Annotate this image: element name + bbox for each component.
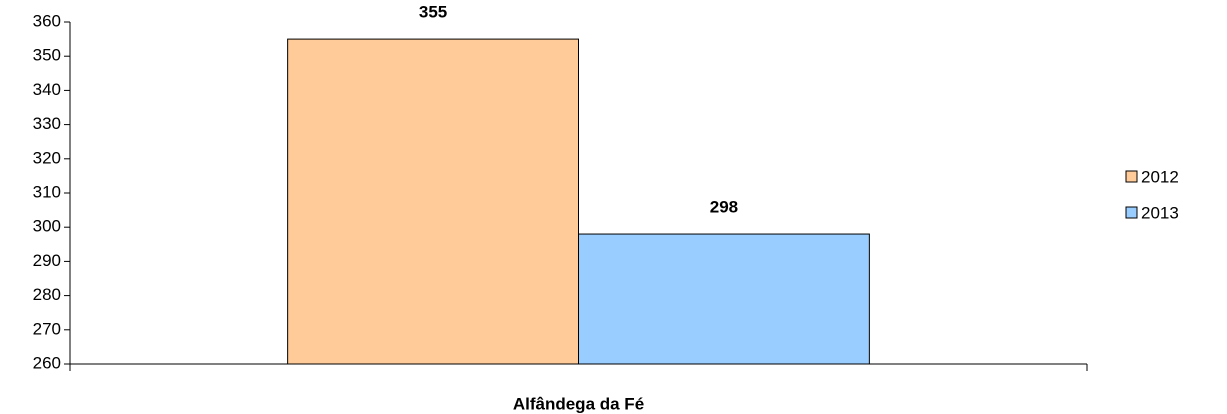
y-tick-label: 360	[33, 11, 61, 30]
y-tick-label: 280	[33, 285, 61, 304]
y-tick-label: 300	[33, 217, 61, 236]
data-label: 355	[419, 3, 447, 22]
y-tick-label: 270	[33, 319, 61, 338]
x-tick-label: Alfândega da Fé	[513, 394, 644, 413]
y-tick-label: 350	[33, 46, 61, 65]
y-tick-label: 330	[33, 114, 61, 133]
y-tick-label: 340	[33, 80, 61, 99]
legend-swatch	[1125, 170, 1138, 183]
legend-label: 2012	[1141, 167, 1179, 186]
y-tick-label: 310	[33, 182, 61, 201]
data-label: 298	[710, 198, 738, 217]
legend-label: 2013	[1141, 203, 1179, 222]
y-tick-label: 260	[33, 353, 61, 372]
bar	[287, 38, 579, 365]
y-tick-label: 290	[33, 251, 61, 270]
bar	[578, 233, 870, 365]
y-tick-label: 320	[33, 148, 61, 167]
legend-swatch	[1125, 206, 1138, 219]
